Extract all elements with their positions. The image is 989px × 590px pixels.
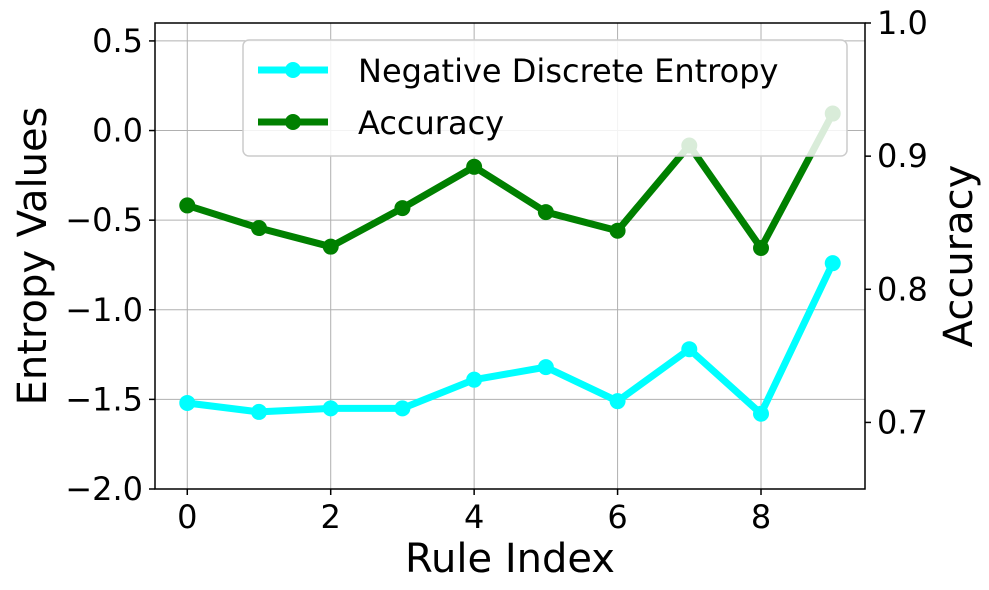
y-left-tick-label: 0.0 — [92, 112, 143, 150]
data-point-accuracy — [394, 200, 411, 217]
left-y-axis-title: Entropy Values — [10, 107, 56, 406]
data-point-negative-discrete-entropy — [681, 341, 698, 358]
y-right-tick-label: 0.9 — [877, 137, 928, 175]
y-right-tick-label: 0.7 — [877, 403, 928, 441]
data-point-negative-discrete-entropy — [824, 255, 841, 272]
x-axis-ticks: 0 2 4 6 8 — [177, 489, 771, 536]
right-y-axis-title: Accuracy — [936, 165, 982, 348]
data-point-accuracy — [322, 238, 339, 255]
series-line-accuracy — [186, 111, 836, 252]
data-point-accuracy — [537, 204, 554, 221]
data-point-negative-discrete-entropy — [322, 400, 339, 417]
plot-frame — [154, 22, 866, 490]
series-line-negative-discrete-entropy — [186, 261, 836, 418]
data-point-accuracy — [753, 240, 770, 257]
legend: Negative Discrete Entropy Accuracy — [242, 39, 848, 157]
x-axis-title: Rule Index — [405, 536, 615, 582]
y-left-tick-label: 0.5 — [92, 22, 143, 60]
legend-label-entropy: Negative Discrete Entropy — [358, 52, 778, 90]
x-tick-label: 4 — [464, 498, 484, 536]
data-point-negative-discrete-entropy — [609, 393, 626, 410]
data-point-negative-discrete-entropy — [753, 405, 770, 422]
x-tick-label: 6 — [607, 498, 627, 536]
y-left-tick-label: −0.5 — [65, 201, 143, 239]
x-tick-label: 0 — [177, 498, 197, 536]
right-y-axis-ticks: 0.7 0.8 0.9 1.0 — [865, 4, 928, 441]
x-tick-label: 2 — [321, 498, 341, 536]
legend-label-accuracy: Accuracy — [358, 104, 504, 142]
data-point-accuracy — [609, 222, 626, 239]
x-tick-label: 8 — [751, 498, 771, 536]
y-left-tick-label: −2.0 — [65, 470, 143, 508]
y-right-tick-label: 1.0 — [877, 4, 928, 42]
data-point-accuracy — [179, 197, 196, 214]
legend-marker-accuracy — [285, 114, 301, 130]
y-right-tick-label: 0.8 — [877, 270, 928, 308]
data-point-accuracy — [466, 158, 483, 175]
y-left-tick-label: −1.0 — [65, 291, 143, 329]
data-point-negative-discrete-entropy — [250, 403, 267, 420]
y-left-tick-label: −1.5 — [65, 380, 143, 418]
left-y-axis-ticks: −2.0 −1.5 −1.0 −0.5 0.0 0.5 — [65, 22, 155, 508]
legend-marker-entropy — [285, 62, 301, 78]
data-point-negative-discrete-entropy — [179, 394, 196, 411]
data-point-accuracy — [250, 220, 267, 237]
data-point-negative-discrete-entropy — [394, 400, 411, 417]
legend-box — [242, 39, 848, 157]
series-layer — [179, 105, 841, 422]
data-point-negative-discrete-entropy — [466, 371, 483, 388]
data-point-negative-discrete-entropy — [537, 359, 554, 376]
